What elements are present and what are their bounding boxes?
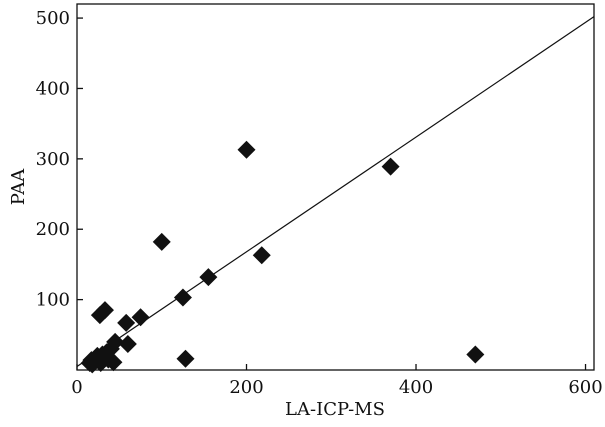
y-tick-label: 400 (36, 78, 70, 99)
plot-frame (76, 3, 595, 371)
x-axis: 0 200 400 600 (71, 364, 603, 398)
data-point (237, 140, 256, 159)
data-point (152, 232, 171, 251)
data-point (381, 157, 400, 176)
data-point (176, 349, 195, 368)
data-points (80, 140, 485, 374)
y-tick-label: 300 (36, 149, 70, 170)
y-axis: 100 200 300 400 500 (36, 8, 83, 311)
data-point (131, 308, 150, 327)
y-tick-label: 500 (36, 8, 70, 29)
regression-line (76, 16, 595, 367)
x-axis-label: LA-ICP-MS (285, 399, 385, 420)
x-tick-label: 200 (229, 377, 263, 398)
y-tick-label: 100 (36, 290, 70, 311)
data-point (104, 353, 123, 372)
data-point (118, 334, 137, 353)
data-point (106, 332, 125, 351)
x-tick-label: 400 (399, 377, 433, 398)
x-tick-label: 0 (71, 377, 82, 398)
data-point (117, 313, 136, 332)
y-axis-label: PAA (8, 168, 29, 205)
data-point (95, 301, 114, 320)
data-point (199, 268, 218, 287)
x-tick-label: 600 (568, 377, 602, 398)
data-point (252, 246, 271, 265)
y-tick-label: 200 (36, 219, 70, 240)
data-point (173, 288, 192, 307)
data-point (466, 345, 485, 364)
